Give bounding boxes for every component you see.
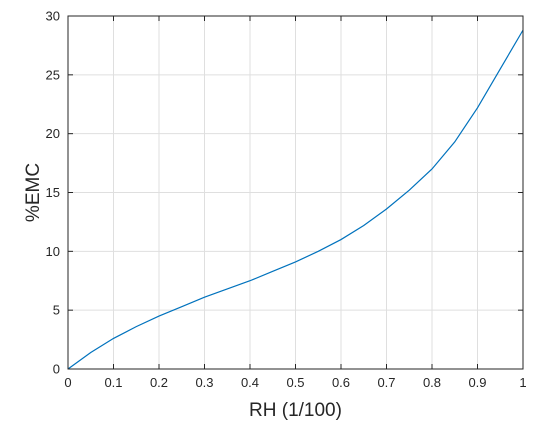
x-tick-label: 0.3 bbox=[195, 375, 213, 390]
y-tick-label: 20 bbox=[46, 126, 60, 141]
x-tick-label: 1 bbox=[519, 375, 526, 390]
x-tick-labels: 0 0.1 0.2 0.3 0.4 0.5 0.6 0.7 0.8 0.9 1 bbox=[64, 375, 526, 390]
y-tick-label: 25 bbox=[46, 67, 60, 82]
y-tick-label: 10 bbox=[46, 244, 60, 259]
y-tick-label: 5 bbox=[53, 303, 60, 318]
series-group bbox=[67, 29, 524, 370]
y-tick-label: 15 bbox=[46, 185, 60, 200]
x-tick-label: 0.4 bbox=[241, 375, 259, 390]
x-tick-label: 0 bbox=[64, 375, 71, 390]
x-tick-label: 0.7 bbox=[377, 375, 395, 390]
y-tick-label: 30 bbox=[46, 9, 60, 24]
grid bbox=[67, 15, 524, 370]
series-line bbox=[67, 29, 524, 370]
x-axis-label: RH (1/100) bbox=[249, 400, 342, 421]
x-tick-label: 0.9 bbox=[468, 375, 486, 390]
x-tick-label: 0.1 bbox=[104, 375, 122, 390]
x-tick-label: 0.8 bbox=[423, 375, 441, 390]
x-tick-label: 0.2 bbox=[150, 375, 168, 390]
y-axis-label: %EMC bbox=[23, 163, 44, 222]
x-tick-label: 0.5 bbox=[286, 375, 304, 390]
ticks bbox=[67, 15, 524, 370]
y-tick-labels: 0 5 10 15 20 25 30 bbox=[46, 9, 60, 377]
x-tick-label: 0.6 bbox=[332, 375, 350, 390]
y-tick-label: 0 bbox=[53, 362, 60, 377]
